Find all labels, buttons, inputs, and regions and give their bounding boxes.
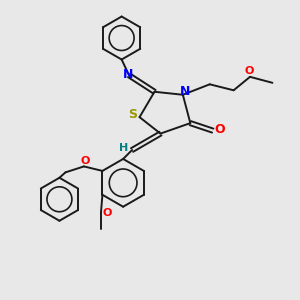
Text: O: O bbox=[245, 67, 254, 76]
Text: H: H bbox=[118, 143, 128, 153]
Text: N: N bbox=[180, 85, 190, 98]
Text: O: O bbox=[80, 156, 90, 166]
Text: S: S bbox=[128, 108, 137, 121]
Text: N: N bbox=[123, 68, 134, 81]
Text: O: O bbox=[102, 208, 112, 218]
Text: O: O bbox=[214, 124, 225, 136]
